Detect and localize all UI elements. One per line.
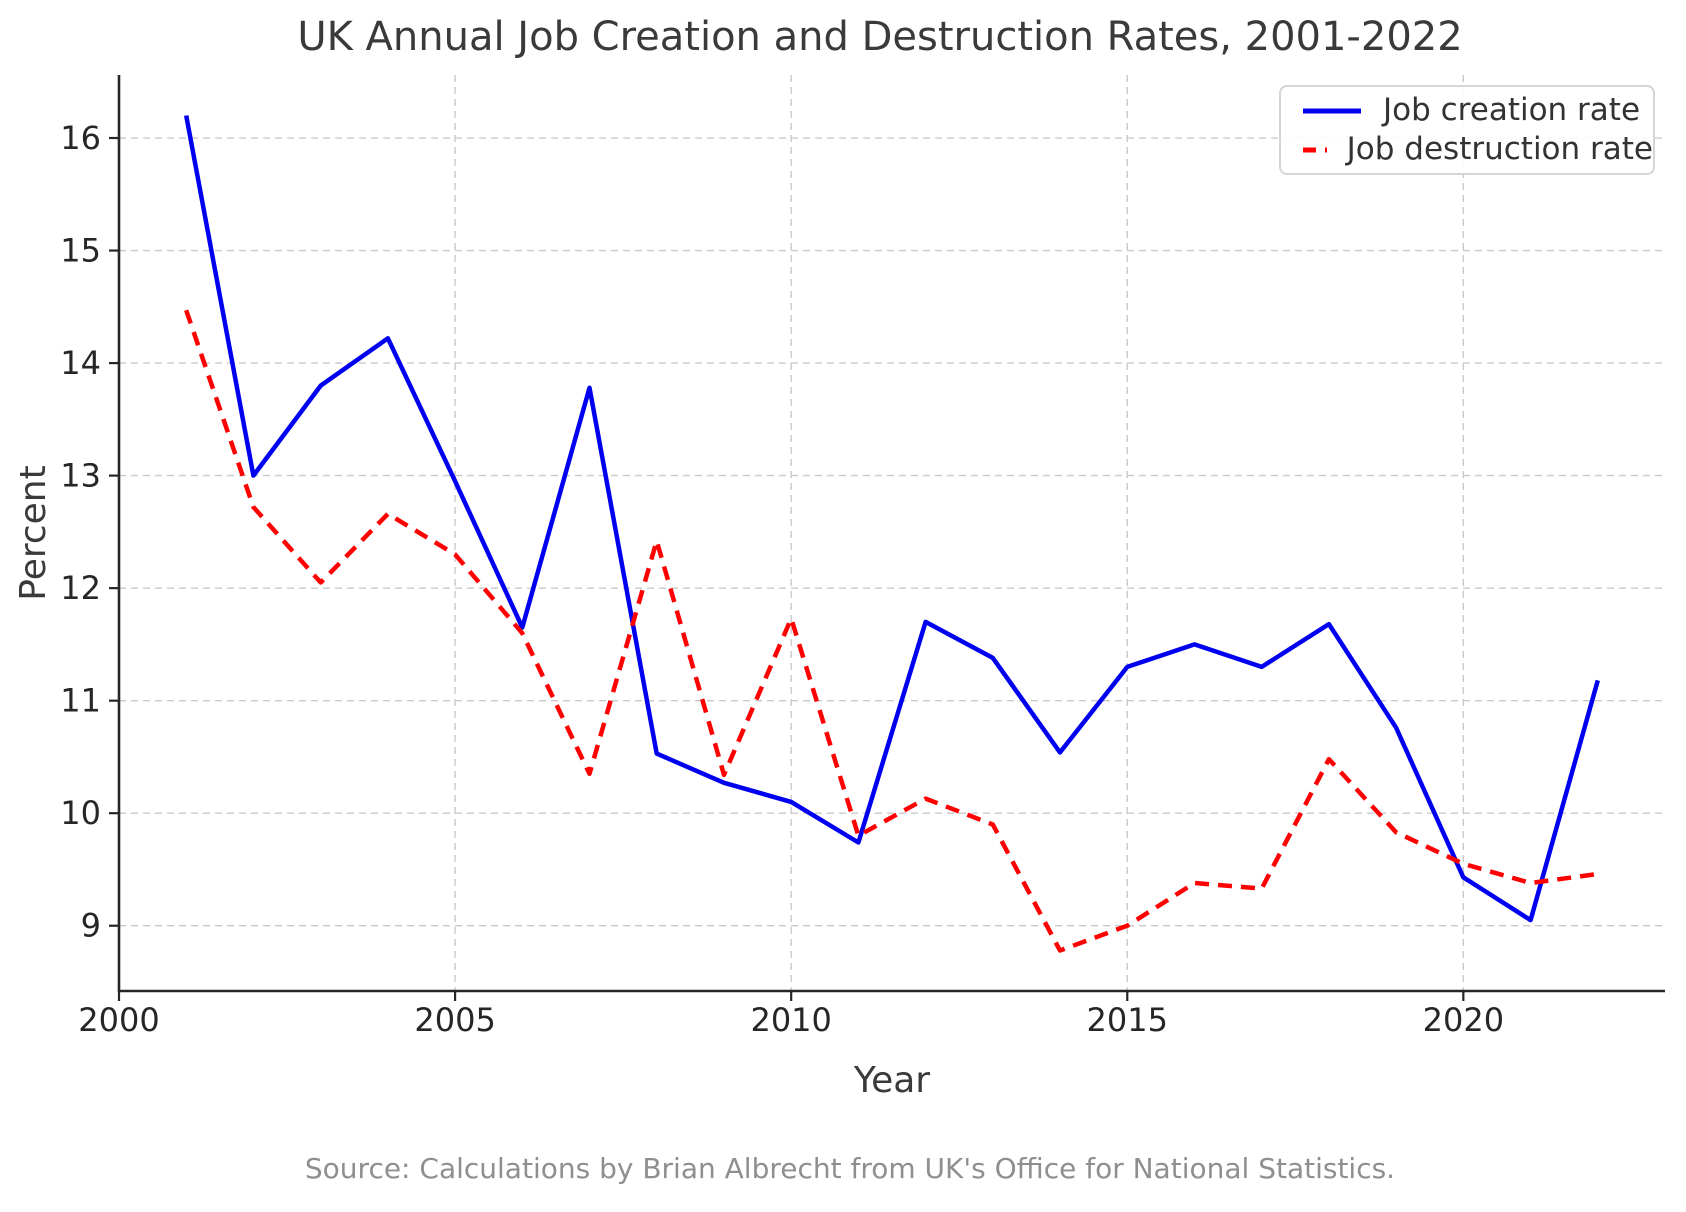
- job-destruction-rate-line: [184, 309, 1599, 953]
- y-tick-label: 10: [60, 794, 101, 832]
- chart-title: UK Annual Job Creation and Destruction R…: [297, 14, 1462, 60]
- legend-line-dashed-icon: [1303, 147, 1327, 152]
- legend: Job creation rate Job destruction rate: [1279, 85, 1655, 175]
- source-note: Source: Calculations by Brian Albrecht f…: [305, 1152, 1395, 1185]
- y-axis-label: Percent: [13, 465, 54, 600]
- y-tick-label: 16: [60, 119, 101, 157]
- tick-marks: [109, 136, 1465, 1001]
- legend-label-job-creation: Job creation rate: [1383, 92, 1641, 128]
- y-tick-label: 11: [60, 682, 101, 720]
- x-tick-label: 2005: [414, 1001, 495, 1039]
- x-tick-label: 2015: [1087, 1001, 1168, 1039]
- y-tick-label: 9: [81, 907, 101, 945]
- gridlines: [118, 75, 1665, 991]
- y-tick-label: 12: [60, 569, 101, 607]
- legend-line-solid-icon: [1303, 108, 1361, 113]
- x-axis-label: Year: [853, 1060, 930, 1101]
- x-tick-label: 2020: [1423, 1001, 1504, 1039]
- legend-item-job-creation: Job creation rate: [1301, 95, 1653, 126]
- y-tick-label: 14: [60, 344, 101, 382]
- job-creation-rate-line: [183, 115, 1600, 923]
- tick-labels: 2000 2005 2010 2015 2020 9 10 11 12 13 14 15 16: [60, 119, 1504, 1039]
- x-tick-label: 2010: [750, 1001, 831, 1039]
- x-tick-label: 2000: [78, 1001, 159, 1039]
- legend-item-job-destruction: Job destruction rate: [1301, 134, 1653, 165]
- y-tick-label: 15: [60, 232, 101, 270]
- series-lines: [183, 115, 1600, 953]
- legend-label-job-destruction: Job destruction rate: [1346, 131, 1653, 167]
- axes-spines: [117, 75, 1665, 993]
- y-tick-label: 13: [60, 457, 101, 495]
